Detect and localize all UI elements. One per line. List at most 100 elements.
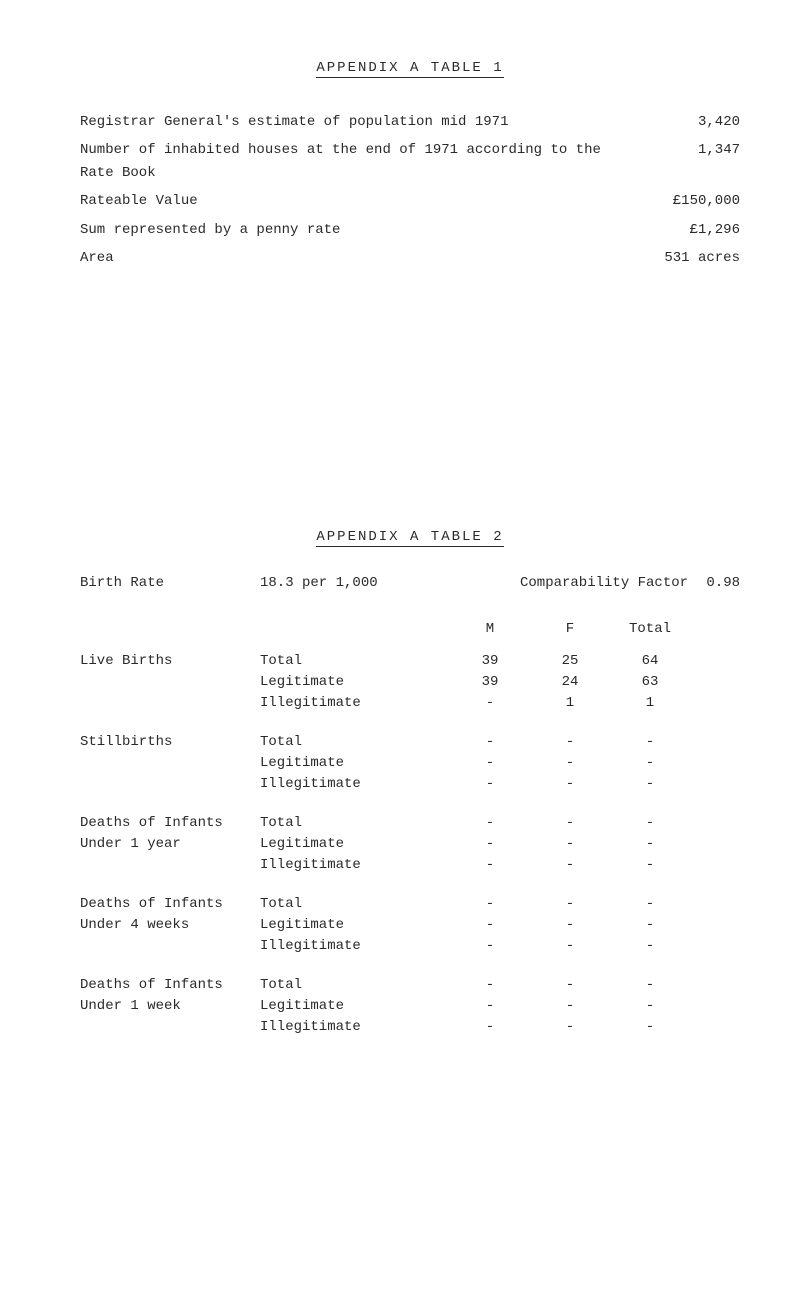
- table-row: Legitimate---: [260, 753, 740, 774]
- cell-total: -: [610, 732, 690, 753]
- summary-label: Number of inhabited houses at the end of…: [80, 139, 620, 184]
- group-label-line: Under 1 year: [80, 834, 260, 855]
- group-label: Stillbirths: [80, 732, 260, 795]
- summary-label: Sum represented by a penny rate: [80, 219, 620, 241]
- cell-m: -: [450, 693, 530, 714]
- header-total: Total: [610, 621, 690, 637]
- cell-m: -: [450, 975, 530, 996]
- cell-m: -: [450, 855, 530, 876]
- table-row: Legitimate---: [260, 996, 740, 1017]
- summary-row: Number of inhabited houses at the end of…: [80, 139, 740, 184]
- group-label-line: Under 4 weeks: [80, 915, 260, 936]
- rate-row: Birth Rate 18.3 per 1,000 Comparability …: [80, 575, 740, 591]
- summary-value: 3,420: [620, 111, 740, 133]
- summary-row: Area 531 acres: [80, 247, 740, 269]
- cell-f: 24: [530, 672, 610, 693]
- group-label-line: Under 1 week: [80, 996, 260, 1017]
- header-spacer: [80, 621, 450, 637]
- group-label-line: Deaths of Infants: [80, 894, 260, 915]
- cell-total: -: [610, 915, 690, 936]
- cell-m: 39: [450, 651, 530, 672]
- summary-label: Area: [80, 247, 620, 269]
- row-label: Legitimate: [260, 915, 450, 936]
- cell-f: -: [530, 813, 610, 834]
- cell-total: -: [610, 813, 690, 834]
- cell-f: -: [530, 915, 610, 936]
- data-group: StillbirthsTotal---Legitimate---Illegiti…: [80, 732, 740, 795]
- group-label: Deaths of InfantsUnder 1 year: [80, 813, 260, 876]
- cell-m: 39: [450, 672, 530, 693]
- cell-m: -: [450, 936, 530, 957]
- row-label: Total: [260, 651, 450, 672]
- row-label: Illegitimate: [260, 774, 450, 795]
- cell-m: -: [450, 813, 530, 834]
- cell-total: -: [610, 975, 690, 996]
- row-label: Illegitimate: [260, 936, 450, 957]
- cell-total: -: [610, 834, 690, 855]
- summary-row: Sum represented by a penny rate £1,296: [80, 219, 740, 241]
- table-row: Illegitimate---: [260, 855, 740, 876]
- header-m: M: [450, 621, 530, 637]
- cell-m: -: [450, 894, 530, 915]
- birth-rate-label: Birth Rate: [80, 575, 260, 591]
- summary-value: 1,347: [620, 139, 740, 184]
- header-f: F: [530, 621, 610, 637]
- cell-m: -: [450, 834, 530, 855]
- summary-label: Rateable Value: [80, 190, 620, 212]
- table-row: Total392564: [260, 651, 740, 672]
- appendix-1-title: APPENDIX A TABLE 1: [80, 60, 740, 76]
- cell-f: -: [530, 894, 610, 915]
- data-group: Deaths of InfantsUnder 1 weekTotal---Leg…: [80, 975, 740, 1038]
- cell-f: -: [530, 855, 610, 876]
- row-label: Total: [260, 813, 450, 834]
- group-label-line: Live Births: [80, 651, 260, 672]
- cell-f: -: [530, 936, 610, 957]
- row-label: Illegitimate: [260, 1017, 450, 1038]
- data-group: Deaths of InfantsUnder 4 weeksTotal---Le…: [80, 894, 740, 957]
- row-label: Total: [260, 894, 450, 915]
- cell-f: -: [530, 975, 610, 996]
- row-label: Legitimate: [260, 996, 450, 1017]
- table-header-row: M F Total: [80, 621, 740, 637]
- row-label: Total: [260, 975, 450, 996]
- cell-total: -: [610, 894, 690, 915]
- row-label: Total: [260, 732, 450, 753]
- cell-m: -: [450, 732, 530, 753]
- group-label: Deaths of InfantsUnder 1 week: [80, 975, 260, 1038]
- summary-label: Registrar General's estimate of populati…: [80, 111, 620, 133]
- cell-total: 63: [610, 672, 690, 693]
- summary-value: £150,000: [620, 190, 740, 212]
- row-label: Legitimate: [260, 753, 450, 774]
- row-label: Illegitimate: [260, 693, 450, 714]
- birth-rate-value: 18.3 per 1,000: [260, 575, 520, 591]
- cell-f: -: [530, 996, 610, 1017]
- appendix-1-title-text: APPENDIX A TABLE 1: [316, 60, 503, 78]
- table-row: Illegitimate-11: [260, 693, 740, 714]
- row-label: Legitimate: [260, 834, 450, 855]
- cell-m: -: [450, 753, 530, 774]
- table-row: Total---: [260, 894, 740, 915]
- data-table: M F Total Live BirthsTotal392564Legitima…: [80, 621, 740, 1038]
- group-label: Live Births: [80, 651, 260, 714]
- group-rows: Total---Legitimate---Illegitimate---: [260, 975, 740, 1038]
- group-rows: Total392564Legitimate392463Illegitimate-…: [260, 651, 740, 714]
- cell-f: 25: [530, 651, 610, 672]
- table-row: Legitimate---: [260, 834, 740, 855]
- table-row: Legitimate---: [260, 915, 740, 936]
- comparability-value: 0.98: [706, 575, 740, 591]
- cell-total: 1: [610, 693, 690, 714]
- cell-f: -: [530, 774, 610, 795]
- table-row: Illegitimate---: [260, 936, 740, 957]
- group-label: Deaths of InfantsUnder 4 weeks: [80, 894, 260, 957]
- group-rows: Total---Legitimate---Illegitimate---: [260, 894, 740, 957]
- group-label-line: Deaths of Infants: [80, 975, 260, 996]
- group-label-line: Deaths of Infants: [80, 813, 260, 834]
- group-rows: Total---Legitimate---Illegitimate---: [260, 813, 740, 876]
- table-row: Total---: [260, 975, 740, 996]
- cell-total: -: [610, 753, 690, 774]
- summary-value: £1,296: [620, 219, 740, 241]
- cell-m: -: [450, 996, 530, 1017]
- cell-total: 64: [610, 651, 690, 672]
- comparability-label: Comparability Factor: [520, 575, 688, 591]
- table-row: Illegitimate---: [260, 1017, 740, 1038]
